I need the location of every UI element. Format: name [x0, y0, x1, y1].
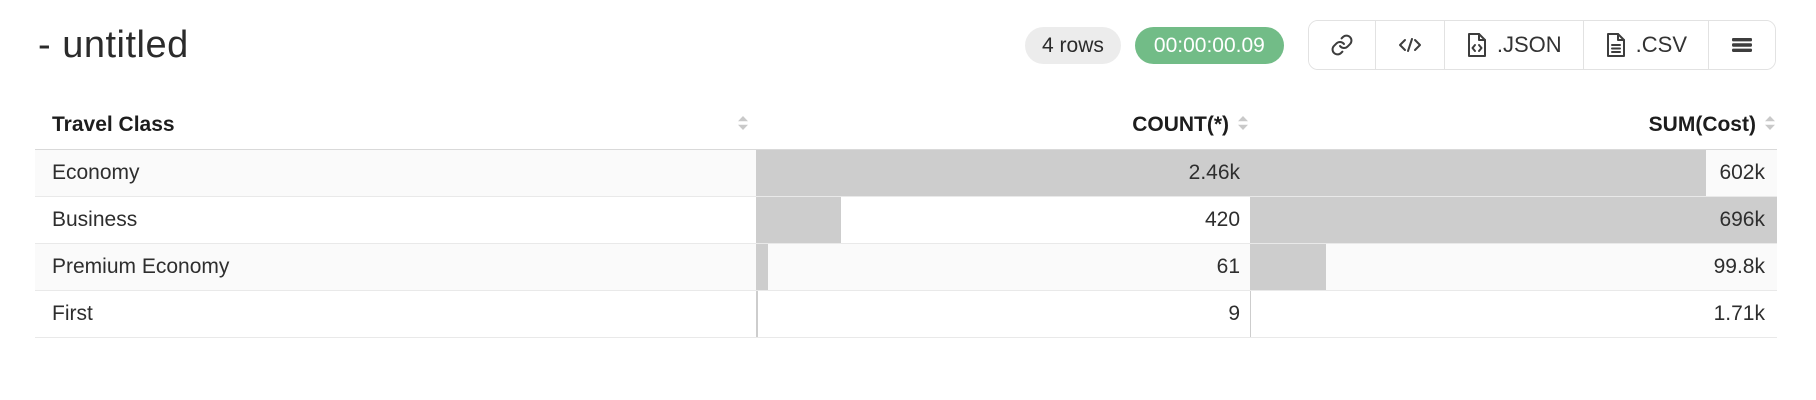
column-header-label: Travel Class	[52, 112, 175, 136]
cell-count: 61	[756, 244, 1250, 290]
table-row: Economy 2.46k 602k	[35, 150, 1777, 197]
code-icon	[1397, 33, 1423, 57]
travel-class-value: Economy	[52, 161, 140, 184]
table-body: Economy 2.46k 602k Business 420 696k	[35, 150, 1777, 338]
count-value: 61	[1216, 255, 1241, 278]
menu-icon	[1730, 34, 1754, 56]
count-bar	[756, 197, 841, 243]
travel-class-value: Premium Economy	[52, 255, 230, 278]
cell-sum: 99.8k	[1250, 244, 1777, 290]
column-header-label: COUNT(*)	[1132, 112, 1230, 136]
download-csv-button[interactable]: .CSV	[1582, 21, 1708, 69]
sum-bar	[1250, 291, 1252, 337]
cell-count: 9	[756, 291, 1250, 337]
sum-value: 99.8k	[1713, 255, 1765, 278]
menu-button[interactable]	[1708, 21, 1775, 69]
table-row: First 9 1.71k	[35, 291, 1777, 338]
sort-icon[interactable]	[1236, 113, 1250, 137]
download-json-label: .JSON	[1496, 32, 1562, 57]
sum-value: 1.71k	[1713, 302, 1765, 325]
cell-travel-class: Premium Economy	[35, 244, 756, 290]
results-table: Travel Class COUNT(*) SUM(Cost)	[35, 100, 1777, 338]
travel-class-value: Business	[52, 208, 138, 231]
column-header-count[interactable]: COUNT(*)	[756, 100, 1250, 149]
file-code-icon	[1466, 32, 1488, 58]
count-bar	[756, 244, 769, 290]
sum-bar	[1250, 197, 1777, 243]
count-bar	[756, 150, 1251, 196]
count-value: 420	[1204, 208, 1241, 231]
cell-travel-class: First	[35, 291, 756, 337]
sum-value: 602k	[1719, 161, 1765, 184]
file-text-icon	[1605, 32, 1627, 58]
column-header-travel-class[interactable]: Travel Class	[35, 100, 756, 149]
cell-travel-class: Business	[35, 197, 756, 243]
query-timer-badge: 00:00:00.09	[1134, 26, 1284, 64]
page-title[interactable]: - untitled	[38, 24, 189, 66]
cell-sum: 602k	[1250, 150, 1777, 196]
table-row: Premium Economy 61 99.8k	[35, 244, 1777, 291]
table-row: Business 420 696k	[35, 197, 1777, 244]
link-icon	[1330, 33, 1354, 57]
travel-class-value: First	[52, 302, 93, 325]
count-value: 2.46k	[1188, 161, 1241, 184]
sort-icon[interactable]	[1763, 113, 1777, 137]
cell-sum: 696k	[1250, 197, 1777, 243]
sort-icon[interactable]	[736, 113, 750, 137]
export-button-group: .JSON .CSV	[1307, 20, 1776, 70]
table-header-row: Travel Class COUNT(*) SUM(Cost)	[35, 100, 1777, 150]
cell-sum: 1.71k	[1250, 291, 1777, 337]
sum-value: 696k	[1719, 208, 1765, 231]
column-header-sum-cost[interactable]: SUM(Cost)	[1250, 100, 1777, 149]
sum-bar	[1250, 244, 1326, 290]
app-header: - untitled 4 rows 00:00:00.09	[0, 0, 1816, 70]
count-bar	[756, 291, 758, 337]
copy-link-button[interactable]	[1308, 21, 1375, 69]
download-json-button[interactable]: .JSON	[1443, 21, 1583, 69]
sum-bar	[1250, 150, 1706, 196]
cell-travel-class: Economy	[35, 150, 756, 196]
show-code-button[interactable]	[1374, 21, 1444, 69]
row-count-badge: 4 rows	[1025, 26, 1121, 64]
column-header-label: SUM(Cost)	[1648, 112, 1756, 136]
cell-count: 420	[756, 197, 1250, 243]
cell-count: 2.46k	[756, 150, 1251, 196]
toolbar: 4 rows 00:00:00.09	[1025, 20, 1776, 70]
count-value: 9	[1228, 302, 1241, 325]
download-csv-label: .CSV	[1635, 32, 1687, 57]
